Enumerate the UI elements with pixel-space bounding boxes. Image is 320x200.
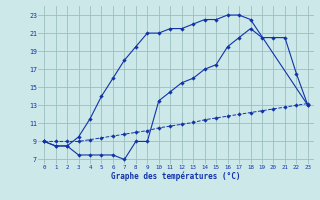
X-axis label: Graphe des températures (°C): Graphe des températures (°C): [111, 172, 241, 181]
